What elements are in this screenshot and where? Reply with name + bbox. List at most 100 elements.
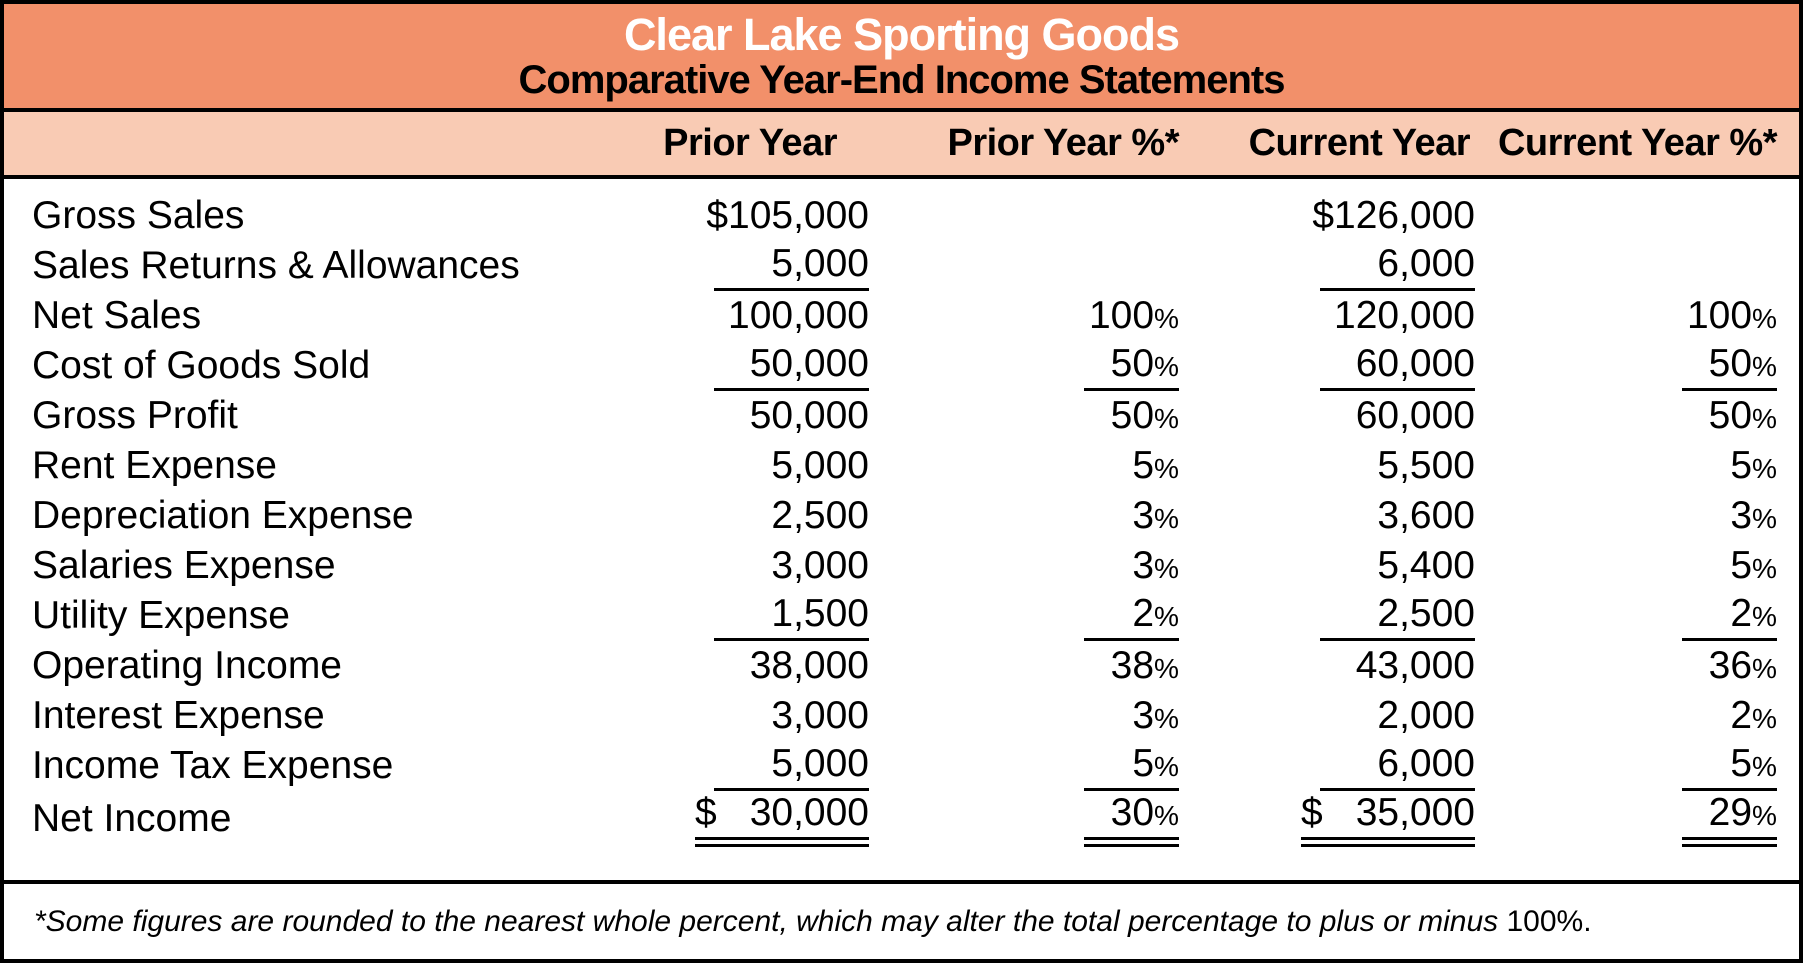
current-year-value: 60,000 [1179,394,1475,438]
amount: 5,000 [714,742,869,791]
amount: 100,000 [728,294,869,337]
amount: 3,000 [771,544,869,587]
prior-year-value: 5,000 [539,742,869,791]
amount: 2,000 [1377,694,1475,737]
current-year-pct-value: 5% [1475,444,1777,488]
current-year-pct-value: 5% [1475,544,1777,588]
current-year-pct-value: 5% [1475,742,1777,791]
current-year-value: 2,500 [1179,592,1475,641]
prior-year-pct-value: 5% [869,444,1179,488]
row-label: Gross Profit [32,394,238,437]
percent: 29% [1682,791,1777,847]
percent: 2% [1730,694,1777,737]
footnote-regular-text: 100%. [1506,904,1592,938]
row-income-tax-expense: Income Tax Expense 5,000 5% 6,000 5% [4,741,1799,791]
column-header-current-year-pct: Current Year %* [1497,122,1778,164]
percent: 5% [1084,742,1179,791]
current-year-pct-value: 50% [1475,342,1777,391]
amount: 5,400 [1377,544,1475,587]
prior-year-value: $105,000 [539,194,869,238]
amount: 5,000 [714,242,869,291]
row-label: Gross Sales [32,194,245,237]
prior-year-value: 50,000 [539,394,869,438]
prior-year-pct-value: 3% [869,694,1179,738]
amount: 120,000 [1334,294,1475,337]
current-year-pct-value: 100% [1475,294,1777,338]
percent: 2% [1084,592,1179,641]
prior-year-value: $30,000 [539,791,869,847]
row-net-income: Net Income $30,000 30% $35,000 29% [4,791,1799,847]
currency-symbol: $ [1301,791,1323,834]
current-year-pct-value: 29% [1475,791,1777,847]
prior-year-pct-value: 2% [869,592,1179,641]
row-cost-of-goods-sold: Cost of Goods Sold 50,000 50% 60,000 50% [4,341,1799,391]
statement-title: Comparative Year-End Income Statements [518,57,1286,102]
amount: 6,000 [1320,742,1475,791]
current-year-value: 43,000 [1179,644,1475,688]
current-year-pct-value: 36% [1475,644,1777,688]
current-year-value: $35,000 [1179,791,1475,847]
current-year-pct-value: 3% [1475,494,1777,538]
prior-year-value: 2,500 [539,494,869,538]
row-label: Rent Expense [32,444,277,487]
prior-year-value: 100,000 [539,294,869,338]
prior-year-pct-value: 3% [869,544,1179,588]
row-operating-income: Operating Income 38,000 38% 43,000 36% [4,641,1799,691]
percent: 50% [1682,342,1777,391]
row-label: Depreciation Expense [32,494,414,537]
percent: 36% [1708,644,1777,687]
company-name: Clear Lake Sporting Goods [623,8,1180,60]
row-salaries-expense: Salaries Expense 3,000 3% 5,400 5% [4,541,1799,591]
current-year-value: 6,000 [1179,742,1475,791]
current-year-value: 5,400 [1179,544,1475,588]
prior-year-pct-value: 3% [869,494,1179,538]
amount: 38,000 [749,644,869,687]
column-header-current-year: Current Year [1248,122,1471,164]
percent: 5% [1682,742,1777,791]
prior-year-value: 3,000 [539,694,869,738]
percent: 3% [1132,544,1179,587]
percent: 38% [1110,644,1179,687]
percent: 50% [1084,342,1179,391]
percent: 50% [1110,394,1179,437]
current-year-value: 60,000 [1179,342,1475,391]
amount: 1,500 [714,592,869,641]
current-year-value: 5,500 [1179,444,1475,488]
percent: 5% [1132,444,1179,487]
current-year-value: 3,600 [1179,494,1475,538]
amount: 6,000 [1320,242,1475,291]
amount: 2,500 [1320,592,1475,641]
row-rent-expense: Rent Expense 5,000 5% 5,500 5% [4,441,1799,491]
currency-symbol: $ [695,791,717,834]
amount: 60,000 [1320,342,1475,391]
amount: 60,000 [1355,394,1475,437]
percent: 3% [1132,694,1179,737]
row-label: Salaries Expense [32,544,336,587]
table-title-banner: Clear Lake Sporting Goods Comparative Ye… [4,4,1799,112]
amount: 50,000 [714,342,869,391]
amount: 3,000 [771,694,869,737]
row-net-sales: Net Sales 100,000 100% 120,000 100% [4,291,1799,341]
amount-number: 30,000 [749,791,869,834]
prior-year-value: 3,000 [539,544,869,588]
row-label: Operating Income [32,644,343,687]
row-label: Sales Returns & Allowances [32,244,520,287]
amount: $126,000 [1312,194,1475,237]
percent: 30% [1084,791,1179,847]
amount: $30,000 [695,791,869,847]
percent: 100% [1686,294,1777,337]
percent: 2% [1682,592,1777,641]
percent: 5% [1730,544,1777,587]
percent: 50% [1708,394,1777,437]
row-interest-expense: Interest Expense 3,000 3% 2,000 2% [4,691,1799,741]
current-year-pct-value: 2% [1475,694,1777,738]
prior-year-value: 5,000 [539,444,869,488]
prior-year-value: 1,500 [539,592,869,641]
row-label: Cost of Goods Sold [32,344,371,387]
row-label: Income Tax Expense [32,744,394,787]
current-year-value: $126,000 [1179,194,1475,238]
prior-year-pct-value: 100% [869,294,1179,338]
prior-year-value: 50,000 [539,342,869,391]
row-utility-expense: Utility Expense 1,500 2% 2,500 2% [4,591,1799,641]
